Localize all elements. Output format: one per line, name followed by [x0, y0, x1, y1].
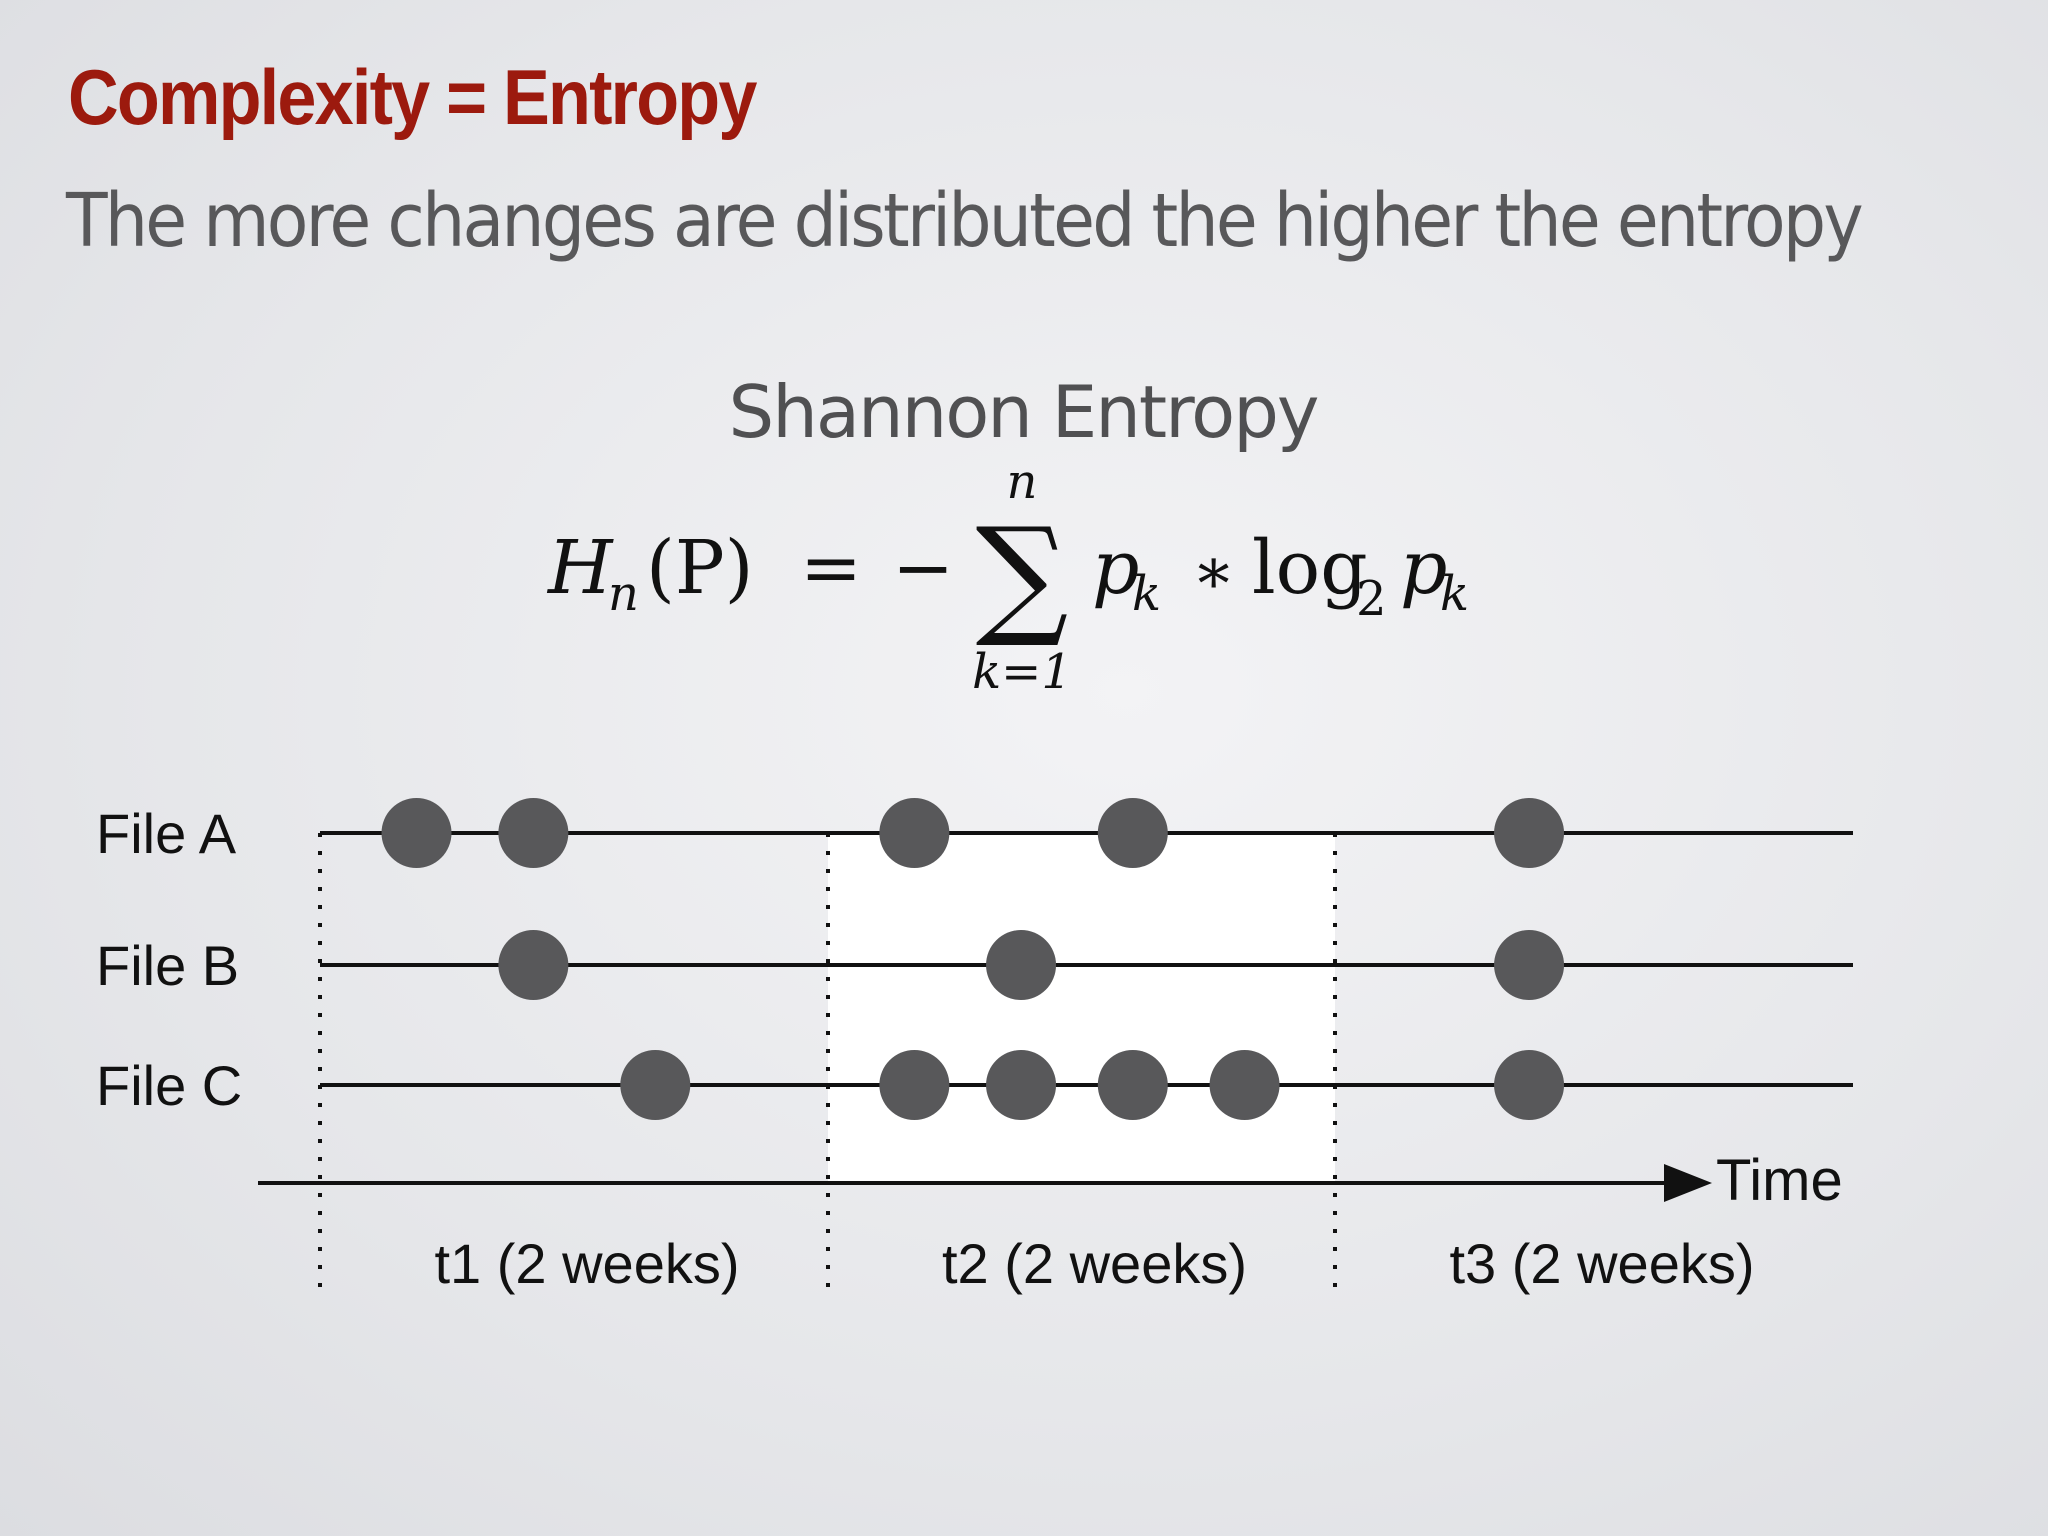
formula-lhs-sub: n [608, 566, 639, 622]
change-marker [498, 930, 569, 1000]
formula-times: ∗ [1192, 535, 1236, 609]
formula-term-p2-sub: k [1440, 566, 1469, 622]
file-label: File A [96, 802, 237, 865]
formula-log-base: 2 [1356, 571, 1387, 627]
formula-term-p2: p [1400, 525, 1447, 611]
change-marker [1097, 1050, 1168, 1120]
formula-log: log [1252, 525, 1368, 611]
change-marker [879, 1050, 950, 1120]
formula-sum-upper: n [1007, 454, 1038, 510]
slide-subtitle: The more changes are distributed the hig… [66, 178, 1864, 264]
formula-equals: = [800, 525, 862, 611]
time-axis-arrowhead [1664, 1164, 1712, 1202]
change-marker [381, 798, 452, 868]
change-marker [1097, 798, 1168, 868]
formula-sum-symbol: ∑ [976, 499, 1069, 651]
change-marker [986, 930, 1057, 1000]
formula-minus: − [892, 525, 954, 611]
formula-heading: Shannon Entropy [0, 370, 2048, 454]
time-axis-label: Time [1716, 1148, 1843, 1213]
change-marker [1209, 1050, 1280, 1120]
file-label: File B [96, 934, 239, 997]
shannon-formula: H n (P) = − n ∑ k=1 p k ∗ log 2 p k [546, 454, 1469, 700]
change-timeline: File A File B File C t1 (2 weeks) t2 (2 week… [96, 798, 1853, 1295]
change-marker [620, 1050, 691, 1120]
change-marker [498, 798, 569, 868]
formula-lhs-arg: (P) [646, 525, 754, 611]
formula-term-p-sub: k [1132, 566, 1161, 622]
change-marker [1494, 798, 1565, 868]
formula-lhs: H [546, 525, 614, 611]
period-label: t3 (2 weeks) [1450, 1232, 1755, 1295]
change-marker [986, 1050, 1057, 1120]
highlighted-period-background [828, 833, 1335, 1183]
period-label: t1 (2 weeks) [435, 1232, 740, 1295]
change-marker [1494, 1050, 1565, 1120]
formula-sum-lower: k=1 [972, 644, 1072, 700]
file-label: File C [96, 1054, 242, 1117]
period-label: t2 (2 weeks) [942, 1232, 1247, 1295]
slide-title: Complexity = Entropy [68, 53, 757, 141]
change-marker [1494, 930, 1565, 1000]
formula-term-p: p [1092, 525, 1139, 611]
formula-name: Shannon Entropy [728, 370, 1319, 454]
change-marker [879, 798, 950, 868]
